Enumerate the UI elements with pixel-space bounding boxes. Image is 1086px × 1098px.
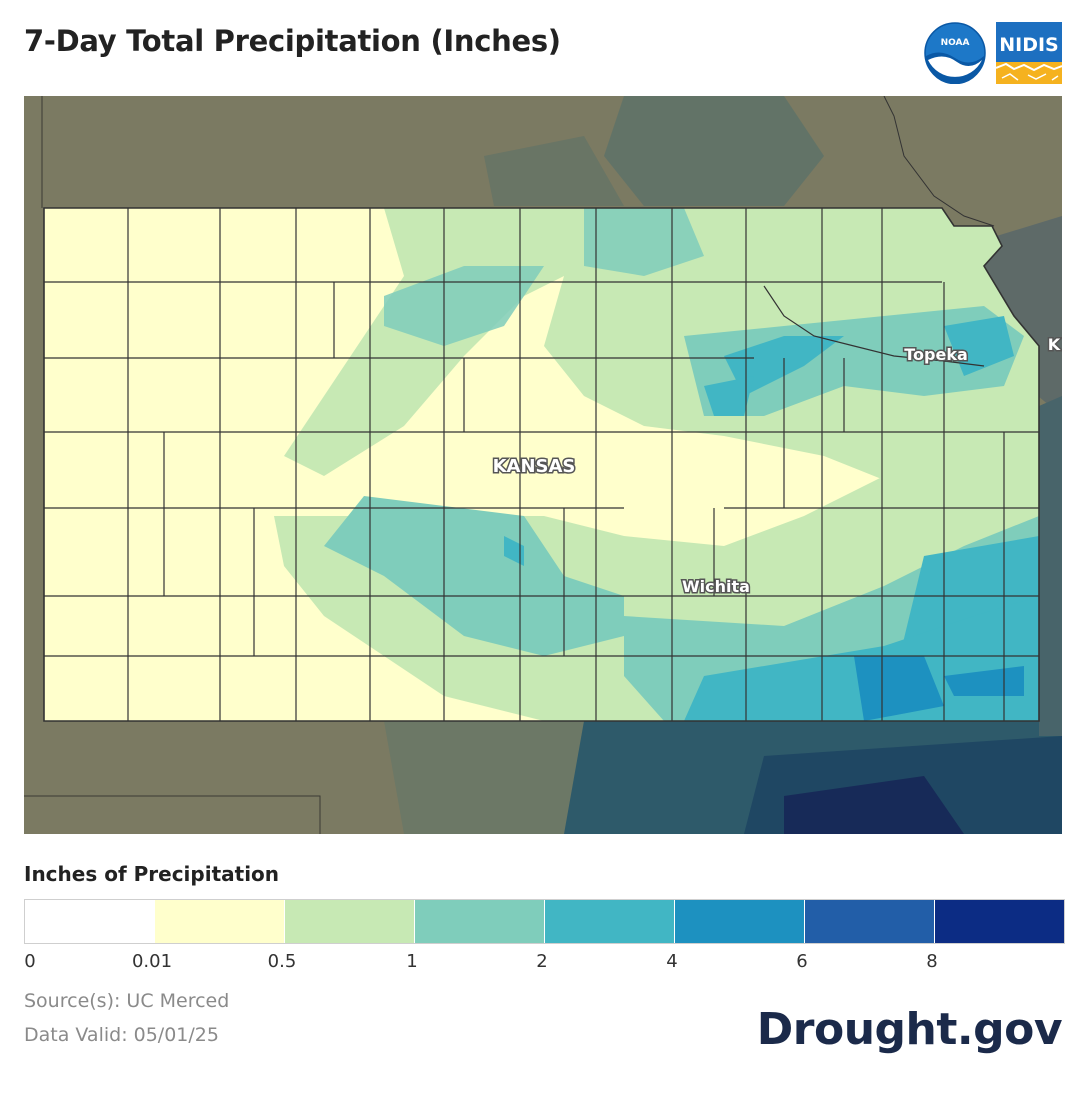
county-boundaries [43, 207, 1040, 722]
noaa-logo: NOAA [924, 22, 986, 84]
legend-tick-2: 0.5 [267, 951, 297, 972]
legend-tick-4: 2 [536, 951, 548, 972]
legend-swatch-2 [285, 900, 415, 943]
city-label-edge: K [1048, 335, 1061, 354]
legend-swatch-6 [805, 900, 935, 943]
drought-gov-brand[interactable]: Drought.gov [756, 1004, 1063, 1055]
legend-title: Inches of Precipitation [24, 862, 280, 886]
legend-swatch-7 [935, 900, 1064, 943]
nidis-logo: NIDIS [996, 22, 1062, 84]
legend-swatch-4 [545, 900, 675, 943]
legend-swatch-3 [415, 900, 545, 943]
legend-swatch-5 [675, 900, 805, 943]
oklahoma-border [24, 795, 321, 834]
kansas-state-label: KANSAS [493, 456, 576, 477]
legend-tick-7: 8 [926, 951, 938, 972]
city-label-topeka: Topeka [904, 345, 968, 364]
legend-bar [24, 899, 1065, 944]
page-title: 7-Day Total Precipitation (Inches) [24, 24, 561, 58]
legend-swatch-1 [155, 900, 285, 943]
legend-tick-5: 4 [666, 951, 678, 972]
noaa-logo-text: NOAA [941, 38, 970, 48]
city-label-wichita: Wichita [682, 577, 750, 596]
legend-tick-1: 0.01 [131, 951, 173, 972]
legend-tick-6: 6 [796, 951, 808, 972]
kansas-river [763, 285, 985, 367]
legend-tick-3: 1 [406, 951, 418, 972]
source-text: Source(s): UC Merced [24, 990, 230, 1012]
kansas-state [44, 208, 1039, 721]
precipitation-map: KANSAS Topeka Wichita K [24, 96, 1062, 834]
data-valid-text: Data Valid: 05/01/25 [24, 1024, 219, 1046]
legend-swatch-0 [25, 900, 155, 943]
legend-tick-0: 0 [24, 951, 36, 972]
nidis-logo-text: NIDIS [999, 34, 1059, 56]
missouri-river [883, 96, 995, 227]
